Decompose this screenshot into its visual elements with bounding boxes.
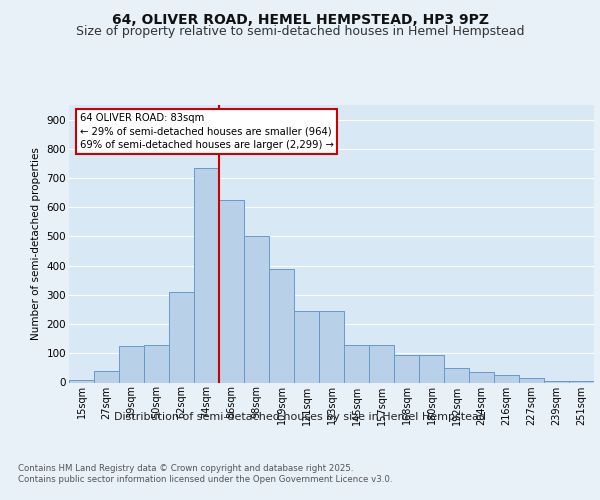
Bar (544, 381, 569, 382)
Bar (69, 380, 94, 382)
Bar (119, 346, 144, 383)
Bar (394, 355, 419, 382)
Bar (569, 381, 594, 382)
Bar (194, 168, 219, 382)
Y-axis label: Number of semi-detached properties: Number of semi-detached properties (31, 148, 41, 340)
Bar (519, 378, 544, 382)
Bar (94, 371, 119, 382)
Bar (169, 292, 194, 382)
Text: Distribution of semi-detached houses by size in Hemel Hempstead: Distribution of semi-detached houses by … (114, 412, 486, 422)
Bar (419, 355, 444, 382)
Bar (294, 311, 319, 382)
Text: Size of property relative to semi-detached houses in Hemel Hempstead: Size of property relative to semi-detach… (76, 25, 524, 38)
Bar (319, 311, 344, 382)
Bar (369, 344, 394, 383)
Text: 64, OLIVER ROAD, HEMEL HEMPSTEAD, HP3 9PZ: 64, OLIVER ROAD, HEMEL HEMPSTEAD, HP3 9P… (112, 12, 488, 26)
Bar (444, 368, 469, 382)
Bar (219, 200, 244, 382)
Bar (494, 375, 519, 382)
Text: Contains public sector information licensed under the Open Government Licence v3: Contains public sector information licen… (18, 475, 392, 484)
Text: Contains HM Land Registry data © Crown copyright and database right 2025.: Contains HM Land Registry data © Crown c… (18, 464, 353, 473)
Bar (469, 372, 494, 382)
Bar (244, 236, 269, 382)
Bar (344, 344, 369, 383)
Text: 64 OLIVER ROAD: 83sqm
← 29% of semi-detached houses are smaller (964)
69% of sem: 64 OLIVER ROAD: 83sqm ← 29% of semi-deta… (79, 114, 334, 150)
Bar (269, 268, 294, 382)
Bar (144, 344, 169, 383)
